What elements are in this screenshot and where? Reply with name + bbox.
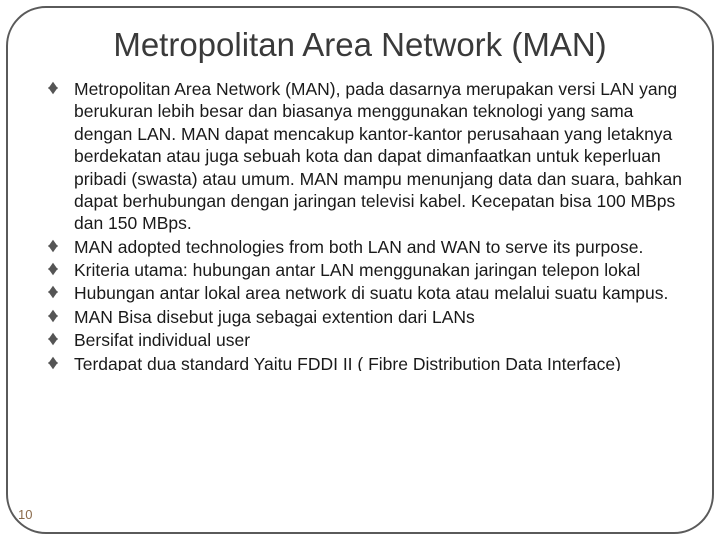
bullet-text: Terdapat dua standard Yaitu FDDI II ( Fi…: [74, 353, 621, 371]
diamond-bullet-icon: [46, 356, 60, 370]
diamond-bullet-icon: [46, 332, 60, 346]
bullet-text: Metropolitan Area Network (MAN), pada da…: [74, 78, 684, 235]
list-item: Terdapat dua standard Yaitu FDDI II ( Fi…: [46, 353, 684, 371]
diamond-bullet-icon: [46, 262, 60, 276]
diamond-bullet-icon: [46, 239, 60, 253]
list-item: MAN Bisa disebut juga sebagai extention …: [46, 306, 684, 328]
bullet-text: MAN Bisa disebut juga sebagai extention …: [74, 306, 475, 328]
diamond-bullet-icon: [46, 309, 60, 323]
diamond-bullet-icon: [46, 285, 60, 299]
slide-title: Metropolitan Area Network (MAN): [36, 26, 684, 64]
diamond-bullet-icon: [46, 81, 60, 95]
list-item: Metropolitan Area Network (MAN), pada da…: [46, 78, 684, 235]
list-item: MAN adopted technologies from both LAN a…: [46, 236, 684, 258]
slide-frame: Metropolitan Area Network (MAN) Metropol…: [6, 6, 714, 534]
list-item: Bersifat individual user: [46, 329, 684, 351]
bullet-text: Kriteria utama: hubungan antar LAN mengg…: [74, 259, 640, 281]
bullet-text: Hubungan antar lokal area network di sua…: [74, 282, 668, 304]
list-item: Kriteria utama: hubungan antar LAN mengg…: [46, 259, 684, 281]
page-number: 10: [18, 507, 32, 522]
slide-content: Metropolitan Area Network (MAN), pada da…: [36, 78, 684, 371]
bullet-text: MAN adopted technologies from both LAN a…: [74, 236, 643, 258]
bullet-text: Bersifat individual user: [74, 329, 250, 351]
list-item: Hubungan antar lokal area network di sua…: [46, 282, 684, 304]
